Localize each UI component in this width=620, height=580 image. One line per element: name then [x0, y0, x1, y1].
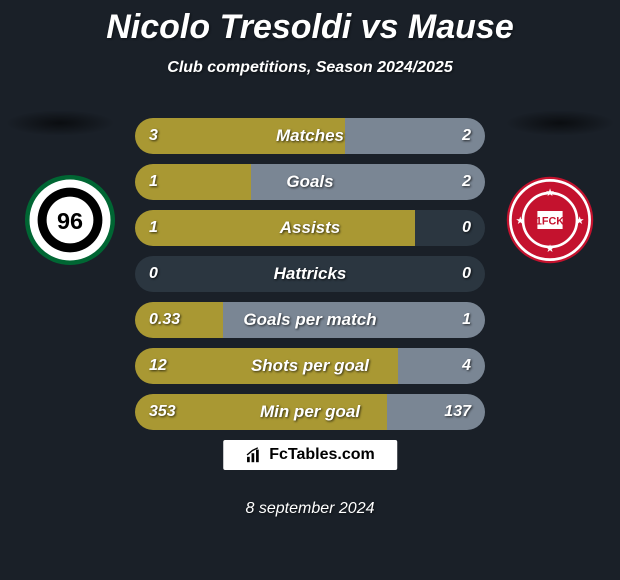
player-shadow-right	[505, 110, 615, 136]
stat-label: Goals	[286, 172, 333, 192]
stat-label: Goals per match	[243, 310, 376, 330]
stat-label: Hattricks	[274, 264, 347, 284]
svg-text:★: ★	[546, 244, 555, 254]
comparison-date: 8 september 2024	[246, 500, 375, 518]
branding-text: FcTables.com	[269, 446, 375, 464]
team-logo-right: 1FCK ★ ★ ★ ★	[505, 175, 595, 265]
stat-row: 0 Hattricks 0	[135, 256, 485, 292]
stat-value-left: 353	[149, 403, 176, 421]
stat-value-left: 1	[149, 219, 158, 237]
stats-container: 3 Matches 2 1 Goals 2 1 Assists 0 0 Hattricks 0 0.33…	[135, 118, 485, 440]
stat-value-right: 4	[462, 357, 471, 375]
stat-label: Assists	[280, 218, 340, 238]
stat-row: 0.33 Goals per match 1	[135, 302, 485, 338]
stat-row: 3 Matches 2	[135, 118, 485, 154]
stat-row: 353 Min per goal 137	[135, 394, 485, 430]
svg-text:★: ★	[516, 216, 525, 226]
stat-row: 12 Shots per goal 4	[135, 348, 485, 384]
stat-label: Shots per goal	[251, 356, 369, 376]
stat-value-right: 2	[462, 127, 471, 145]
svg-text:96: 96	[57, 208, 83, 234]
svg-text:1FCK: 1FCK	[536, 216, 564, 228]
stat-label: Min per goal	[260, 402, 360, 422]
stat-row: 1 Goals 2	[135, 164, 485, 200]
branding-badge[interactable]: FcTables.com	[223, 440, 397, 470]
team-logo-left: 96	[25, 175, 115, 265]
stat-value-right: 1	[462, 311, 471, 329]
stat-value-right: 0	[462, 219, 471, 237]
stat-bar-right	[398, 348, 486, 384]
stat-bar-empty	[415, 210, 485, 246]
chart-icon	[245, 446, 263, 464]
stat-value-left: 12	[149, 357, 167, 375]
stat-row: 1 Assists 0	[135, 210, 485, 246]
stat-value-right: 2	[462, 173, 471, 191]
stat-value-right: 0	[462, 265, 471, 283]
stat-value-left: 3	[149, 127, 158, 145]
stat-value-left: 0.33	[149, 311, 180, 329]
stat-value-left: 0	[149, 265, 158, 283]
svg-text:★: ★	[576, 216, 585, 226]
stat-value-right: 137	[444, 403, 471, 421]
stat-label: Matches	[276, 126, 344, 146]
comparison-title: Nicolo Tresoldi vs Mause	[0, 0, 620, 47]
player-shadow-left	[5, 110, 115, 136]
comparison-subtitle: Club competitions, Season 2024/2025	[0, 59, 620, 77]
stat-bar-left	[135, 210, 415, 246]
svg-text:★: ★	[546, 188, 555, 198]
stat-value-left: 1	[149, 173, 158, 191]
